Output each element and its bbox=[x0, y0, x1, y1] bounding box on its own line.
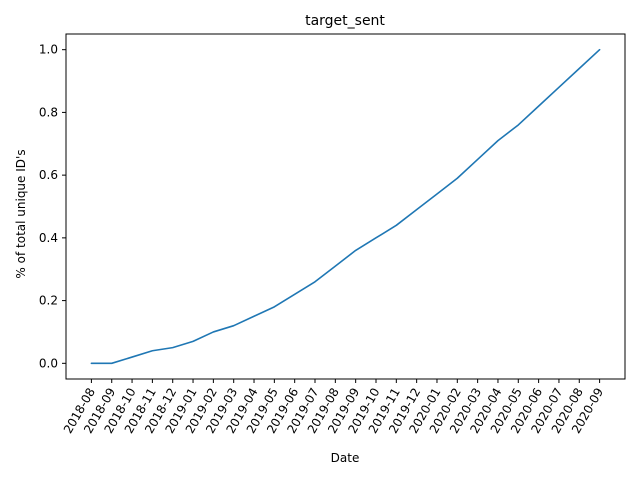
y-tick-label: 1.0 bbox=[39, 43, 58, 57]
y-tick-label: 0.6 bbox=[39, 168, 58, 182]
data-point bbox=[436, 193, 438, 195]
data-point bbox=[477, 158, 479, 160]
data-point bbox=[355, 249, 357, 251]
data-point bbox=[90, 362, 92, 364]
series-line bbox=[90, 48, 601, 365]
data-point bbox=[538, 105, 540, 107]
data-point bbox=[253, 315, 255, 317]
y-tick-label: 0.2 bbox=[39, 294, 58, 308]
axes-frame bbox=[65, 33, 626, 380]
data-point bbox=[497, 140, 499, 142]
y-tick-label: 0.0 bbox=[39, 356, 58, 370]
chart-title: target_sent bbox=[305, 13, 385, 29]
data-point bbox=[233, 325, 235, 327]
y-axis-label: % of total unique ID's bbox=[14, 149, 28, 278]
data-point bbox=[558, 86, 560, 88]
data-point bbox=[416, 209, 418, 211]
data-point bbox=[334, 265, 336, 267]
data-point bbox=[517, 124, 519, 126]
data-point bbox=[375, 237, 377, 239]
data-point bbox=[273, 306, 275, 308]
data-point bbox=[172, 347, 174, 349]
data-point bbox=[314, 281, 316, 283]
data-point bbox=[456, 177, 458, 179]
data-point bbox=[395, 224, 397, 226]
data-point bbox=[131, 356, 133, 358]
data-point bbox=[192, 340, 194, 342]
data-point bbox=[294, 293, 296, 295]
x-axis-label: Date bbox=[331, 451, 360, 465]
data-point bbox=[578, 68, 580, 70]
data-point bbox=[599, 49, 601, 51]
data-point bbox=[111, 362, 113, 364]
y-tick-label: 0.4 bbox=[39, 231, 58, 245]
y-tick-label: 0.8 bbox=[39, 105, 58, 119]
data-point bbox=[212, 331, 214, 333]
data-point bbox=[151, 350, 153, 352]
